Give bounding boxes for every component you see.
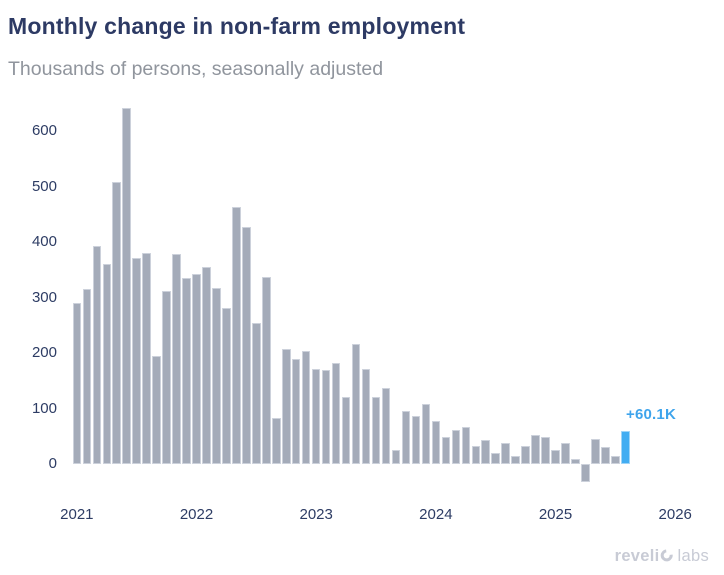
logo-text-labs: labs (677, 547, 709, 565)
y-axis-tick-label: 600 (31, 122, 57, 140)
y-axis-tick-label: 200 (31, 344, 57, 362)
revelio-o-icon (657, 546, 675, 564)
highlighted-bar-2025-08 (621, 430, 630, 464)
bar-2024-11 (531, 434, 540, 464)
x-axis-tick-label: 2025 (538, 506, 573, 523)
bar-2022-06 (242, 227, 251, 464)
bar-2024-07 (491, 453, 500, 464)
bar-2024-06 (481, 439, 490, 464)
bar-2022-02 (202, 267, 211, 464)
bar-2021-09 (152, 355, 161, 464)
bar-2024-09 (511, 456, 520, 464)
bar-2022-03 (212, 287, 221, 464)
bar-2024-05 (471, 446, 480, 464)
bar-2021-07 (132, 258, 141, 464)
bar-2023-11 (411, 415, 421, 464)
bar-2021-08 (142, 252, 151, 464)
bar-2022-12 (301, 350, 311, 464)
bar-2024-01 (431, 421, 441, 464)
y-axis-tick-label: 300 (31, 288, 57, 306)
x-axis-tick-label: 2026 (658, 506, 692, 523)
bar-2025-02 (561, 443, 570, 464)
revelio-labs-logo: reveli labs (614, 546, 709, 569)
bar-2024-02 (441, 436, 451, 464)
bar-2024-12 (541, 437, 550, 464)
bar-2023-06 (361, 368, 371, 464)
bar-2022-10 (282, 348, 291, 464)
bar-2025-03 (571, 459, 580, 464)
bar-2025-04 (581, 464, 590, 483)
y-axis-tick-label: 0 (48, 455, 57, 472)
bar-2021-05 (112, 181, 121, 464)
bar-2021-06 (122, 108, 131, 464)
bar-2022-04 (222, 307, 231, 464)
last-bar-value-label: +60.1K (626, 406, 676, 423)
bar-2024-10 (521, 446, 530, 464)
bar-2021-04 (102, 264, 112, 464)
bar-2023-07 (371, 397, 381, 464)
bar-2025-07 (611, 455, 620, 464)
bar-2023-08 (381, 388, 391, 464)
bar-2023-09 (391, 449, 401, 464)
bar-2021-11 (172, 253, 181, 464)
y-axis-tick-label: 400 (31, 233, 57, 251)
x-axis-tick-label: 2024 (419, 506, 453, 523)
x-axis-tick-label: 2023 (299, 506, 333, 523)
bar-2022-09 (272, 417, 281, 464)
chart-title: Monthly change in non-farm employment (8, 13, 466, 39)
bar-2022-05 (232, 207, 241, 464)
bar-2023-03 (331, 362, 341, 464)
bar-2023-05 (351, 344, 361, 464)
x-axis-tick-label: 2022 (179, 506, 214, 523)
x-axis-tick-label: 2021 (60, 506, 94, 523)
bar-2021-01 (72, 303, 82, 464)
y-axis-tick-label: 100 (31, 399, 57, 417)
bar-2024-08 (501, 442, 510, 464)
bar-2023-01 (311, 368, 321, 464)
bar-2024-04 (461, 427, 471, 464)
bar-2021-12 (182, 277, 191, 464)
bar-2023-02 (321, 369, 331, 464)
bar-2023-10 (401, 410, 411, 464)
chart-subtitle: Thousands of persons, seasonally adjuste… (8, 58, 384, 80)
bar-2022-07 (252, 323, 261, 464)
bar-2024-03 (451, 429, 461, 464)
bar-2023-04 (341, 397, 351, 464)
bar-2021-02 (82, 288, 92, 464)
logo-text-revelio: reveli (614, 547, 660, 565)
bar-2023-12 (421, 403, 431, 464)
bar-2025-01 (551, 450, 560, 464)
bar-2025-05 (591, 439, 600, 464)
bar-2022-08 (262, 277, 271, 464)
bar-2022-11 (291, 358, 301, 464)
bar-2022-01 (192, 273, 201, 464)
bar-2021-03 (92, 246, 102, 464)
y-axis-tick-label: 500 (31, 177, 57, 195)
bar-2021-10 (162, 290, 171, 464)
bar-2025-06 (601, 447, 610, 464)
